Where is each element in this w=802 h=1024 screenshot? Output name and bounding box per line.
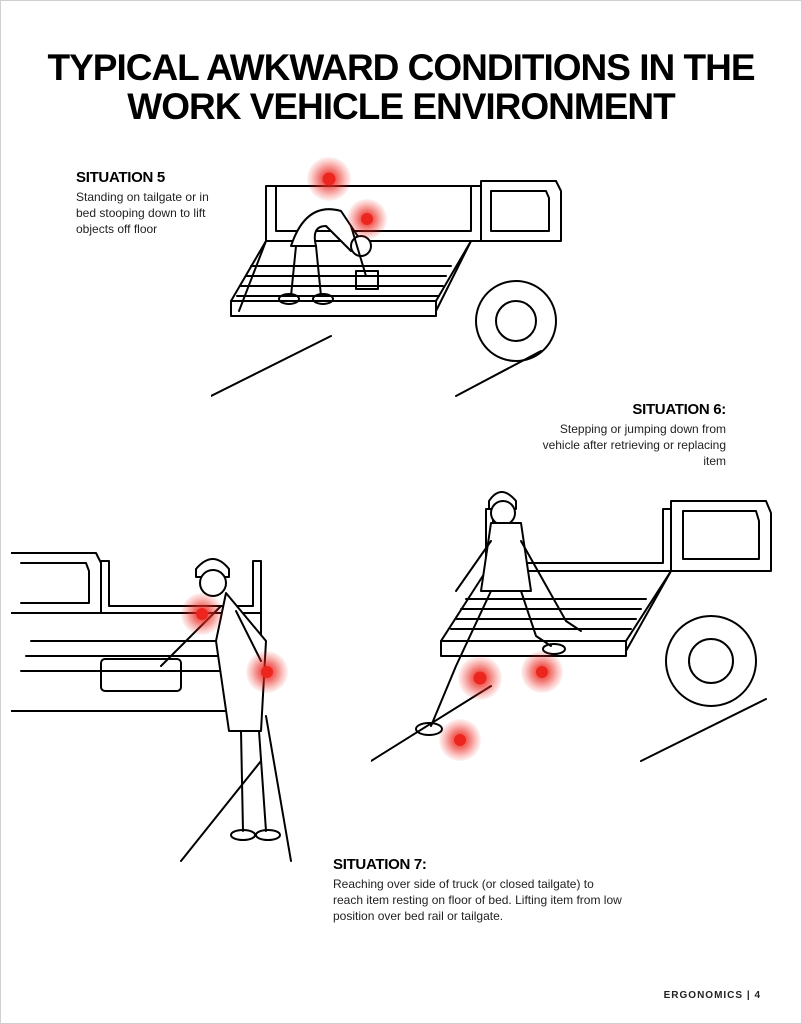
title-line-2: WORK VEHICLE ENVIRONMENT <box>127 86 674 127</box>
footer-page: 4 <box>754 990 761 1001</box>
situation-5-heading: SITUATION 5 <box>76 169 226 186</box>
title-line-1: TYPICAL AWKWARD CONDITIONS IN THE <box>48 47 755 88</box>
situation-7-heading: SITUATION 7: <box>333 856 623 873</box>
situation-6-heading: SITUATION 6: <box>521 401 726 418</box>
situation-7-text: SITUATION 7: Reaching over side of truck… <box>333 856 623 925</box>
situation-7-illustration <box>11 531 341 871</box>
situation-6-illustration <box>371 471 781 771</box>
situation-5-desc: Standing on tailgate or in bed stooping … <box>76 189 226 238</box>
page-footer: ERGONOMICS | 4 <box>664 990 761 1001</box>
footer-sep: | <box>743 990 754 1001</box>
situation-6-text: SITUATION 6: Stepping or jumping down fr… <box>521 401 726 470</box>
footer-label: ERGONOMICS <box>664 990 743 1001</box>
situation-5-illustration <box>211 146 581 416</box>
page-title: TYPICAL AWKWARD CONDITIONS IN THE WORK V… <box>1 1 801 127</box>
situation-7-desc: Reaching over side of truck (or closed t… <box>333 876 623 925</box>
situation-6-desc: Stepping or jumping down from vehicle af… <box>521 421 726 470</box>
situation-5-text: SITUATION 5 Standing on tailgate or in b… <box>76 169 226 238</box>
